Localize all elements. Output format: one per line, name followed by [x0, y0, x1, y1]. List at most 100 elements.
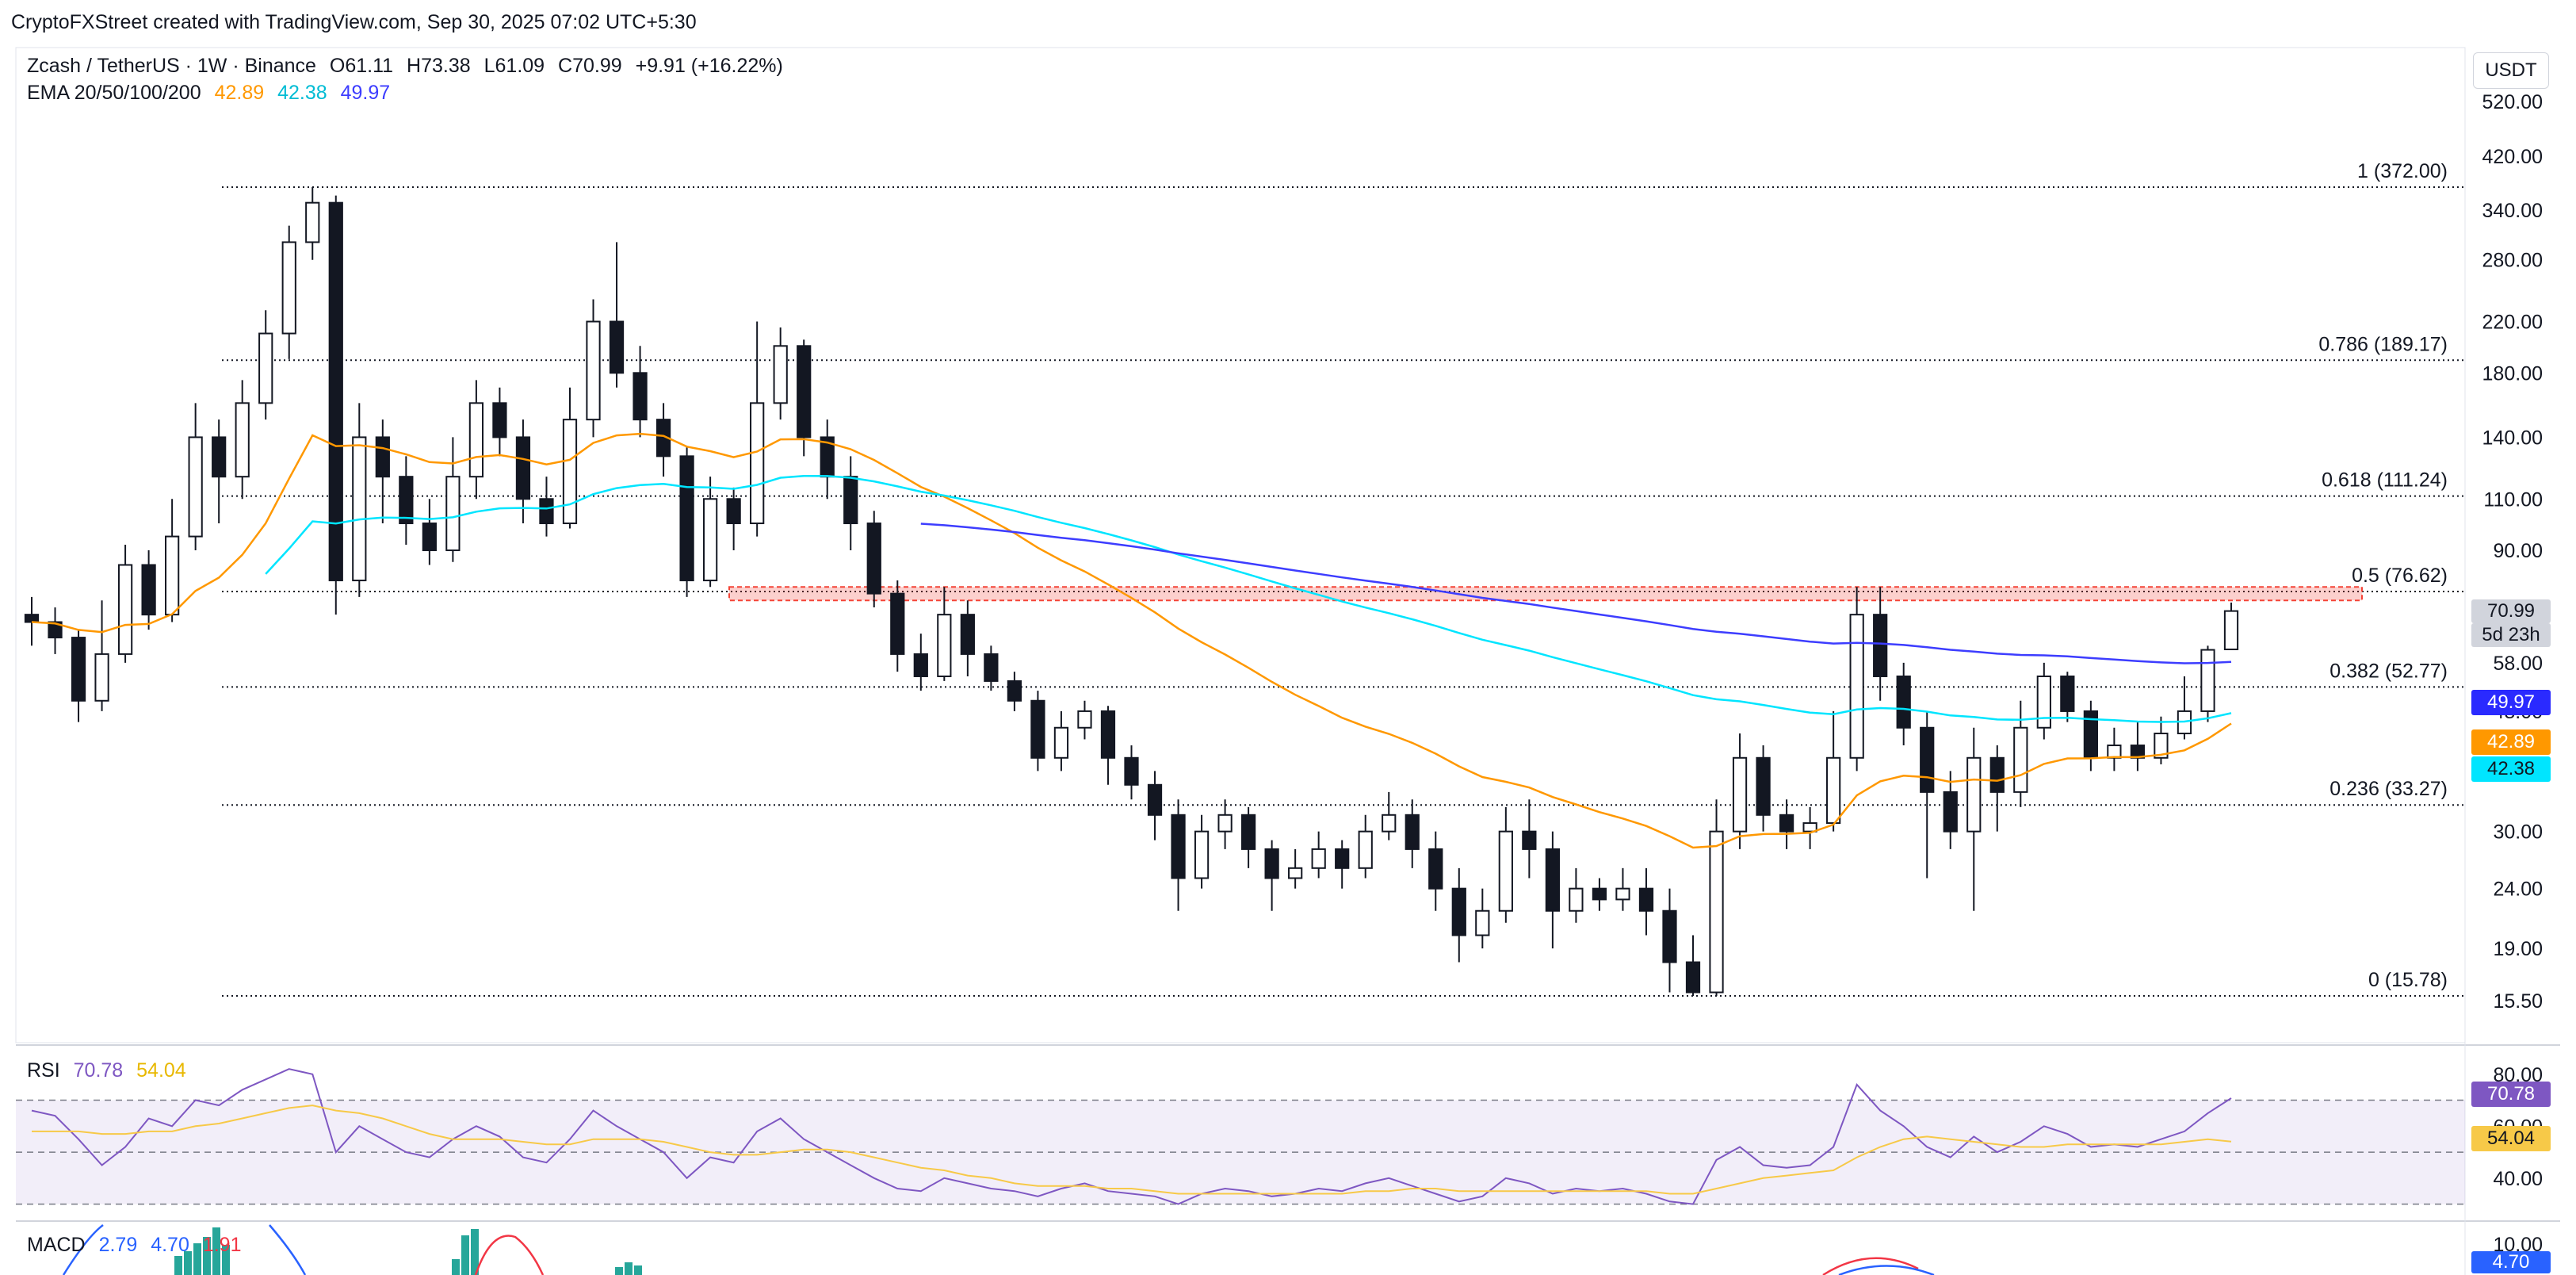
candle-body: [1569, 887, 1584, 912]
rsi-legend: RSI 70.78 54.04: [27, 1059, 194, 1082]
candle-body: [48, 621, 63, 639]
ema100-line: [920, 523, 2232, 664]
ema20-value: 42.89: [214, 82, 265, 104]
candle-body: [212, 436, 227, 478]
ema-row: EMA 20/50/100/200 42.89 42.38 49.97: [27, 79, 791, 106]
candle-body: [1615, 887, 1630, 901]
macd-value-3: 1.91: [202, 1234, 242, 1256]
candle-body: [352, 436, 367, 582]
ema50-line: [265, 475, 2232, 723]
candle-body: [1920, 726, 1935, 793]
currency-selector[interactable]: USDT: [2473, 52, 2549, 89]
candle-body: [1217, 814, 1233, 833]
candle-body: [445, 476, 461, 552]
candle-body: [1896, 675, 1911, 729]
rsi-ma-price-tag: 54.04: [2471, 1126, 2551, 1151]
ema100-value: 49.97: [340, 82, 391, 104]
candle-body: [117, 564, 133, 655]
fib-level-label: 0.382 (52.77): [2329, 660, 2448, 682]
candle-body: [2154, 733, 2169, 759]
candle-body: [773, 345, 788, 404]
candle-body: [1335, 848, 1350, 869]
candle-body: [1451, 887, 1466, 936]
rsi-price-tag: 70.78: [2471, 1082, 2551, 1107]
ohlc-low: L61.09: [483, 55, 545, 77]
candle-body: [1662, 909, 1677, 963]
ohlc-open: O61.11: [329, 55, 394, 77]
candle-body: [984, 653, 999, 682]
candle-body: [1685, 961, 1701, 994]
fib-level-label: 0.5 (76.62): [2352, 565, 2448, 587]
candle-body: [1943, 791, 1958, 833]
candle-body: [1194, 830, 1210, 879]
ema100-price-tag: 49.97: [2471, 690, 2551, 715]
candle-body: [2107, 745, 2122, 759]
macd-label[interactable]: MACD: [27, 1234, 86, 1256]
ema20-price-tag: 42.89: [2471, 729, 2551, 755]
candle-body: [1756, 756, 1771, 816]
candle-body: [399, 476, 414, 525]
candle-body: [586, 320, 601, 421]
fib-level-label: 1 (372.00): [2357, 160, 2448, 182]
candle-body: [1826, 756, 1841, 825]
price-axis-tick: 58.00: [2493, 653, 2543, 675]
candle-body: [1475, 909, 1490, 936]
price-axis-tick: 520.00: [2482, 91, 2543, 113]
price-axis-tick: 140.00: [2482, 427, 2543, 449]
price-axis-tick: 30.00: [2493, 821, 2543, 844]
candle-body: [1779, 814, 1794, 833]
candle-body: [1030, 699, 1045, 759]
rsi-axis-tick: 40.00: [2493, 1168, 2543, 1190]
candle-body: [492, 402, 507, 438]
candle-body: [2200, 649, 2215, 712]
candle-body: [1288, 867, 1303, 879]
candle-body: [1100, 710, 1116, 759]
candle-body: [1311, 848, 1326, 869]
candle-body: [328, 201, 343, 582]
ohlc-high: H73.38: [407, 55, 471, 77]
candle-body: [609, 320, 625, 374]
macd-histogram-bar: [184, 1251, 192, 1275]
candle-body: [2223, 610, 2239, 650]
candle-body: [913, 653, 928, 677]
candle-body: [258, 332, 273, 404]
candle-body: [890, 592, 905, 655]
price-axis-tick: 15.50: [2493, 990, 2543, 1013]
candle-body: [1147, 783, 1163, 816]
price-axis-tick: 24.00: [2493, 879, 2543, 901]
macd-line: [62, 1224, 104, 1275]
price-axis-tick: 90.00: [2493, 540, 2543, 562]
candle-body: [281, 241, 296, 335]
ema-label[interactable]: EMA 20/50/100/200: [27, 82, 201, 104]
candle-body: [539, 498, 554, 525]
candle-body: [1007, 680, 1022, 702]
macd-histogram-bar: [193, 1243, 201, 1275]
macd-value-2: 4.70: [151, 1234, 189, 1256]
candle-body: [1171, 814, 1186, 879]
macd-histogram-bar: [625, 1262, 633, 1275]
ema50-value: 42.38: [277, 82, 327, 104]
price-axis-tick: 110.00: [2483, 488, 2543, 511]
macd-histogram-bar: [174, 1256, 182, 1275]
candle-body: [750, 402, 765, 525]
candle-body: [1428, 848, 1443, 890]
candle-body: [1382, 814, 1397, 833]
candle-body: [235, 402, 250, 478]
rsi-value: 70.78: [73, 1059, 124, 1082]
main-pane-frame: [15, 47, 2466, 1043]
symbol-title[interactable]: Zcash / TetherUS · 1W · Binance: [27, 55, 316, 77]
macd-histogram-bar: [212, 1227, 220, 1275]
candle-body: [1264, 848, 1279, 879]
candle-body: [2013, 726, 2028, 793]
price-change: +9.91 (+16.22%): [635, 55, 783, 77]
candle-body: [1638, 887, 1654, 912]
candle-body: [468, 402, 484, 478]
macd-histogram-bar: [203, 1237, 211, 1275]
candle-body: [562, 419, 578, 525]
countdown-tag: 5d 23h: [2471, 623, 2551, 647]
candle-body: [1802, 822, 1817, 833]
candle-body: [937, 614, 952, 677]
rsi-label[interactable]: RSI: [27, 1059, 60, 1082]
candle-body: [2036, 675, 2051, 729]
